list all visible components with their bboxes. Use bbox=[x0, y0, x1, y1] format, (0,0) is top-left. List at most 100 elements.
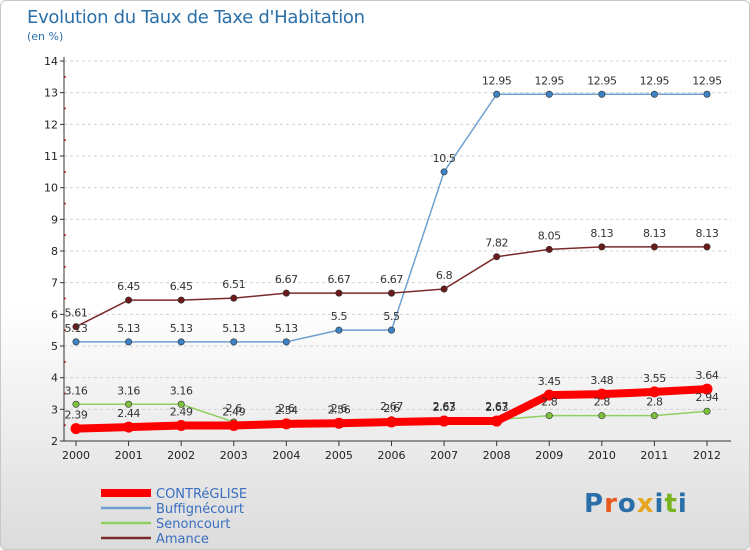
data-label: 10.5 bbox=[433, 152, 456, 165]
data-label: 12.95 bbox=[587, 74, 617, 87]
chart-subtitle: (en %) bbox=[27, 30, 64, 43]
x-tick-label: 2001 bbox=[115, 449, 143, 462]
x-tick-label: 2006 bbox=[378, 449, 406, 462]
data-point bbox=[701, 383, 713, 395]
data-label: 12.95 bbox=[482, 74, 512, 87]
data-label: 3.16 bbox=[65, 384, 88, 397]
data-label: 3.64 bbox=[696, 369, 719, 382]
data-label: 5.5 bbox=[331, 310, 348, 323]
data-point bbox=[650, 243, 658, 251]
data-point bbox=[228, 419, 240, 431]
data-label: 2.6 bbox=[383, 402, 400, 415]
logo-letter: o bbox=[617, 489, 637, 519]
data-point bbox=[545, 412, 553, 420]
data-label: 6.8 bbox=[436, 269, 453, 282]
data-point bbox=[703, 243, 711, 251]
data-label: 2.49 bbox=[222, 405, 245, 418]
data-label: 5.13 bbox=[117, 322, 140, 335]
data-point bbox=[387, 326, 395, 334]
data-point bbox=[440, 285, 448, 293]
legend-label: Amance bbox=[156, 532, 209, 547]
data-point bbox=[386, 416, 397, 428]
grid-lines bbox=[64, 60, 731, 410]
data-point bbox=[596, 388, 608, 400]
data-point bbox=[282, 289, 290, 297]
x-tick-label: 2000 bbox=[62, 449, 90, 462]
y-tick-label: 12 bbox=[44, 118, 58, 131]
data-label: 2.39 bbox=[65, 409, 88, 422]
data-label: 12.95 bbox=[535, 74, 565, 87]
legend-label: Senoncourt bbox=[156, 517, 230, 532]
y-tick-label: 4 bbox=[51, 372, 58, 385]
data-label: 2.8 bbox=[646, 396, 663, 409]
data-label: 2.6 bbox=[278, 402, 295, 415]
data-label: 12.95 bbox=[692, 74, 722, 87]
data-point bbox=[177, 296, 185, 304]
logo-letter: P bbox=[584, 489, 605, 519]
data-label: 5.13 bbox=[170, 322, 193, 335]
data-label: 3.16 bbox=[170, 384, 193, 397]
data-label: 2.67 bbox=[433, 400, 456, 413]
chart-title: Evolution du Taux de Taxe d'Habitation bbox=[27, 7, 365, 28]
data-label: 7.82 bbox=[485, 237, 508, 250]
y-tick-label: 3 bbox=[51, 403, 58, 416]
series-line bbox=[75, 93, 708, 343]
x-tick-label: 2003 bbox=[220, 449, 248, 462]
data-label: 8.13 bbox=[643, 227, 666, 240]
data-point bbox=[70, 423, 82, 435]
data-point bbox=[598, 90, 606, 98]
data-label: 2.56 bbox=[327, 403, 350, 416]
y-tick-label: 14 bbox=[44, 55, 58, 68]
data-point bbox=[703, 407, 711, 415]
data-point bbox=[230, 338, 238, 346]
data-point bbox=[387, 289, 395, 297]
data-point bbox=[177, 400, 185, 408]
y-tick-label: 13 bbox=[44, 87, 58, 100]
data-point bbox=[230, 294, 238, 302]
data-label: 2.8 bbox=[594, 396, 611, 409]
axes: 2 3 4 5 6 7 8 9 10 11 12 13 14 2000 2001 2002 2003 2004 20… bbox=[44, 55, 731, 462]
data-point bbox=[491, 415, 503, 427]
data-label: 2.6 bbox=[226, 402, 243, 415]
data-point bbox=[545, 245, 553, 253]
y-tick-label: 8 bbox=[51, 245, 58, 258]
data-point bbox=[177, 338, 185, 346]
data-label: 6.45 bbox=[170, 280, 193, 293]
data-label: 2.44 bbox=[117, 407, 140, 420]
data-label: 2.8 bbox=[541, 396, 558, 409]
data-label: 2.67 bbox=[485, 400, 508, 413]
data-point bbox=[280, 418, 292, 430]
data-label: 5.13 bbox=[275, 322, 298, 335]
data-point bbox=[650, 412, 658, 420]
y-tick-label: 2 bbox=[51, 435, 58, 448]
data-label: 6.67 bbox=[327, 273, 350, 286]
proxiti-logo: Proxiti bbox=[584, 489, 688, 519]
data-point bbox=[72, 400, 80, 408]
logo-letter: r bbox=[604, 489, 618, 519]
data-label: 5.13 bbox=[222, 322, 245, 335]
data-label: 8.05 bbox=[538, 229, 561, 242]
x-tick-label: 2009 bbox=[535, 449, 563, 462]
data-label: 2.67 bbox=[380, 400, 403, 413]
data-label: 2.94 bbox=[696, 391, 719, 404]
data-point bbox=[545, 90, 553, 98]
data-label: 6.45 bbox=[117, 280, 140, 293]
x-tick-label: 2002 bbox=[167, 449, 195, 462]
data-label: 2.63 bbox=[485, 401, 508, 414]
data-point bbox=[333, 417, 345, 429]
data-label: 6.51 bbox=[222, 278, 245, 291]
data-label: 6.67 bbox=[275, 273, 298, 286]
data-point bbox=[650, 90, 658, 98]
series-layer bbox=[70, 90, 713, 435]
legend-label: CONTRéGLISE bbox=[156, 487, 247, 502]
logo-letter: t bbox=[664, 489, 678, 519]
data-label: 5.5 bbox=[383, 310, 400, 323]
data-point bbox=[335, 326, 343, 334]
data-point bbox=[598, 243, 606, 251]
data-point bbox=[440, 168, 448, 176]
y-tick-label: 7 bbox=[51, 277, 58, 290]
data-label: 2.54 bbox=[275, 404, 298, 417]
logo-letter: i bbox=[677, 489, 688, 519]
